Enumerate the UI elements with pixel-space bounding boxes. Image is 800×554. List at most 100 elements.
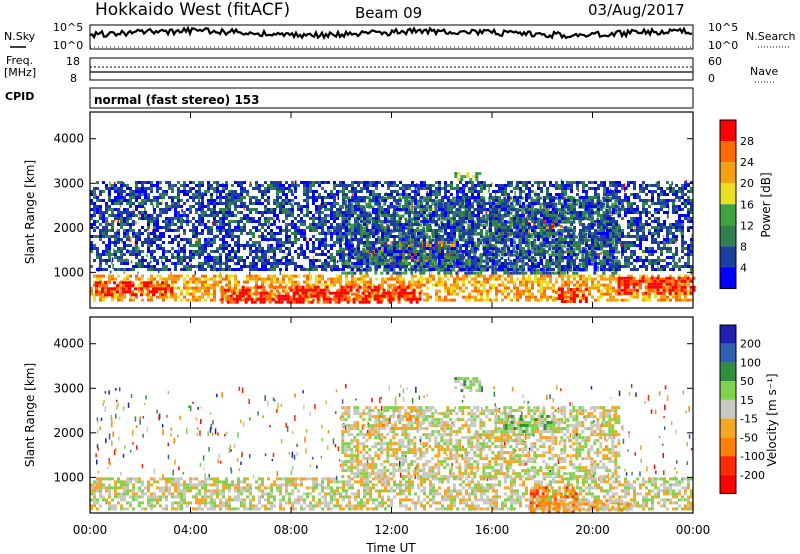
echo-cell [395,253,399,257]
echo-cell [355,288,359,292]
echo-cell [228,277,231,281]
echo-cell [410,250,414,254]
echo-cell [159,235,162,238]
echo-cell [368,256,372,260]
echo-cell [114,268,117,271]
echo-cell [201,205,204,208]
echo-cell [111,187,114,190]
echo-cell [216,283,219,287]
echo-cell [288,277,291,281]
echo-cell [366,289,369,293]
echo-cell [228,220,231,223]
echo-cell [228,256,231,259]
echo-cell [551,238,555,242]
echo-cell [171,277,174,281]
echo-cell [102,217,105,220]
echo-cell [348,289,351,293]
echo-cell [648,280,651,284]
echo-cell [210,250,213,253]
echo-cell [578,244,582,248]
echo-cell [590,220,594,224]
echo-cell [686,276,690,280]
echo-cell [231,211,234,214]
echo-cell [249,274,252,278]
echo-cell [114,190,117,193]
echo-cell [135,190,138,193]
echo-cell [340,291,344,295]
echo-cell [425,232,429,236]
echo-cell [365,250,369,254]
echo-cell [210,196,213,199]
echo-cell [144,181,147,184]
echo-cell [112,263,114,270]
echo-cell [479,223,483,227]
echo-cell [635,279,639,283]
echo-cell [186,256,189,259]
echo-cell [575,288,579,291]
echo-cell [156,238,159,241]
echo-cell [337,300,341,304]
echo-cell [473,271,477,275]
echo-cell [560,244,564,248]
echo-cell [237,211,240,214]
echo-cell [156,181,159,184]
echo-cell [123,277,126,281]
echo-cell [306,298,309,302]
echo-cell [171,241,174,244]
echo-cell [467,259,471,263]
echo-cell [617,291,621,295]
echo-cell [114,292,117,296]
echo-cell [99,256,102,259]
echo-cell [306,283,309,287]
echo-cell [165,277,168,281]
echo-cell [228,211,231,214]
echo-cell [168,187,171,190]
echo-cell [690,277,693,281]
echo-cell [614,202,618,206]
echo-cell [156,199,159,202]
echo-cell [457,178,461,182]
nave-label: Nave [750,65,778,78]
echo-cell [262,300,266,304]
echo-cell [306,274,309,278]
echo-cell [150,187,153,190]
echo-cell [536,217,540,221]
echo-cell [411,256,415,260]
echo-cell [309,292,312,296]
echo-cell [393,286,396,290]
echo-cell [322,300,326,304]
echo-cell [216,202,219,205]
echo-cell [231,268,234,271]
echo-cell [437,232,441,236]
echo-cell [207,277,210,281]
echo-cell [201,247,204,250]
echo-cell [316,285,320,289]
echo-cell [93,244,96,247]
echo-cell [618,298,621,302]
echo-cell [597,274,600,278]
echo-cell [657,274,660,278]
echo-cell [431,265,435,269]
echo-cell [521,196,525,200]
echo-cell [177,295,180,299]
echo-cell [516,295,519,299]
echo-cell [264,217,267,220]
echo-cell [180,190,183,193]
echo-cell [138,253,141,256]
echo-cell [198,262,201,265]
echo-cell [486,277,489,281]
echo-cell [282,208,285,211]
echo-cell [162,211,165,214]
echo-cell [153,199,156,202]
echo-cell [213,208,216,211]
echo-cell [105,202,108,205]
echo-cell [141,256,144,259]
echo-cell [503,238,507,242]
echo-cell [243,217,246,220]
echo-cell [419,265,423,269]
echo-cell [126,214,129,217]
echo-cell [237,223,240,226]
echo-cell [576,274,579,278]
echo-cell [192,253,195,256]
echo-cell [510,274,513,278]
